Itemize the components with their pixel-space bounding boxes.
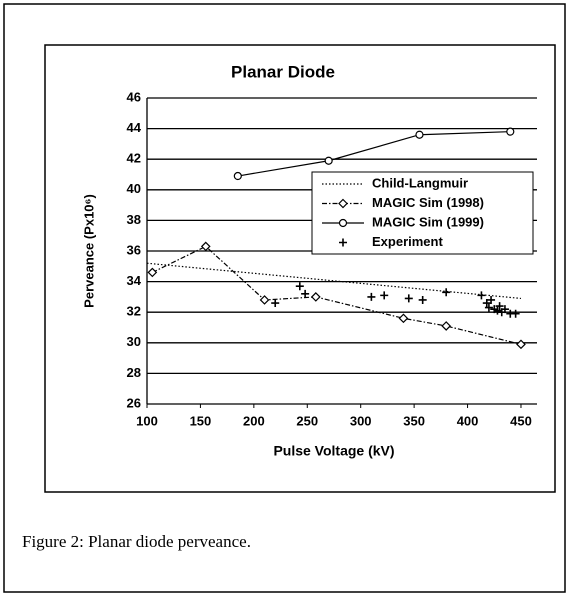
marker: [442, 288, 451, 297]
marker: [415, 130, 424, 139]
outer-frame: [3, 3, 566, 593]
marker: [295, 282, 304, 291]
x-tick-label: 100: [136, 413, 158, 428]
caption: Figure 2: Planar diode perveance.: [22, 532, 251, 551]
marker: [516, 339, 526, 350]
marker: [493, 306, 502, 315]
y-axis-label: Perveance (Px10⁶): [81, 194, 96, 308]
series-line: [152, 245, 522, 345]
marker: [398, 313, 409, 324]
x-tick-label: 350: [403, 413, 425, 428]
marker: [500, 305, 509, 314]
marker: [404, 294, 413, 303]
x-tick-label: 250: [296, 413, 318, 428]
marker: [310, 292, 321, 302]
marker: [477, 291, 486, 300]
series-line: [237, 131, 511, 177]
marker: [495, 302, 504, 311]
legend-label: MAGIC Sim (1998): [372, 195, 484, 210]
y-tick-label: 38: [127, 212, 141, 227]
y-tick-label: 30: [127, 334, 141, 349]
marker: [482, 299, 491, 308]
x-tick-label: 200: [243, 413, 265, 428]
marker: [418, 295, 427, 304]
chart-title: Planar Diode: [231, 62, 335, 81]
marker: [484, 303, 493, 312]
x-tick-label: 300: [350, 413, 372, 428]
chart-frame: [44, 44, 556, 493]
marker: [367, 292, 376, 301]
legend-marker: [339, 238, 347, 247]
y-tick-label: 34: [127, 273, 142, 288]
marker: [271, 299, 280, 308]
marker: [200, 241, 211, 252]
marker: [441, 321, 452, 331]
marker: [506, 127, 515, 136]
marker: [487, 295, 496, 304]
y-tick-label: 26: [127, 395, 141, 410]
marker: [233, 171, 242, 181]
marker: [380, 291, 389, 300]
marker: [301, 289, 310, 298]
y-tick-label: 44: [127, 120, 142, 135]
y-tick-label: 42: [127, 151, 141, 166]
legend-label: MAGIC Sim (1999): [372, 214, 484, 229]
x-tick-label: 150: [190, 413, 212, 428]
legend-label: Experiment: [372, 234, 443, 249]
y-tick-label: 32: [127, 304, 141, 319]
legend-marker: [338, 198, 348, 209]
series-line: [146, 262, 522, 300]
x-tick-label: 450: [510, 413, 532, 428]
y-tick-label: 28: [127, 365, 141, 380]
legend-box: [311, 171, 534, 255]
marker: [259, 295, 270, 305]
x-tick-label: 400: [457, 413, 479, 428]
y-tick-label: 40: [127, 181, 141, 196]
marker: [324, 156, 333, 165]
y-tick-label: 36: [127, 242, 141, 257]
legend-marker: [338, 218, 348, 228]
marker: [147, 267, 158, 278]
y-tick-label: 46: [127, 89, 141, 104]
x-axis-label: Pulse Voltage (kV): [273, 443, 394, 459]
marker: [511, 309, 520, 318]
legend-label: Child-Langmuir: [372, 175, 468, 190]
